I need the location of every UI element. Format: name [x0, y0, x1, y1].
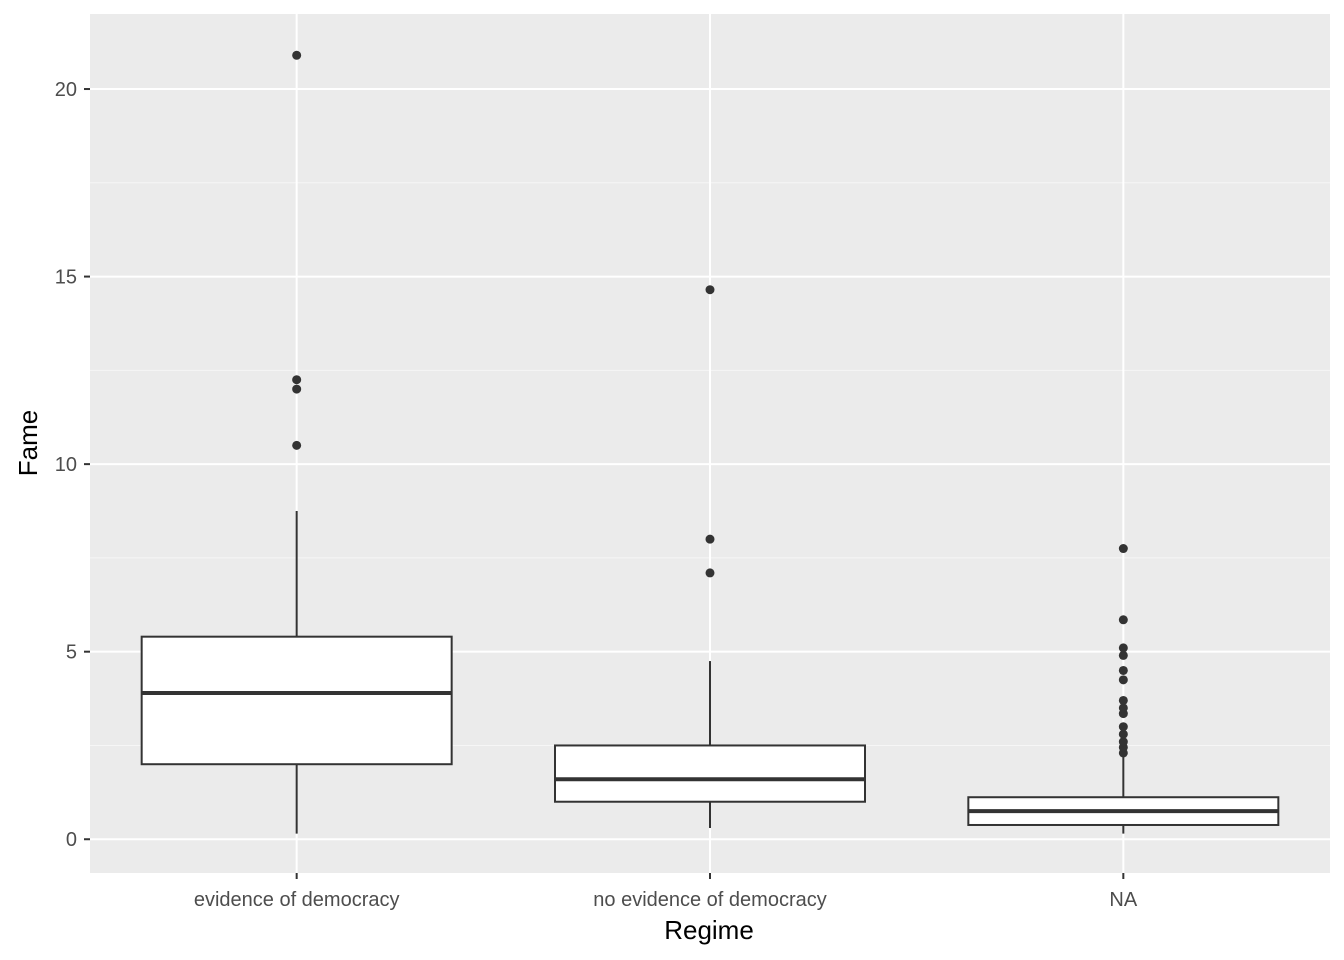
outlier-point	[1118, 703, 1128, 713]
outlier-point	[1118, 665, 1128, 675]
x-tick-label: evidence of democracy	[194, 889, 400, 911]
outlier-point	[1118, 650, 1128, 660]
x-axis-title: Regime	[664, 915, 754, 945]
outlier-point	[1118, 737, 1128, 747]
iqr-box	[554, 744, 866, 803]
outlier-point	[1118, 675, 1128, 685]
iqr-box	[140, 635, 453, 766]
boxes	[140, 50, 1280, 834]
outlier-point	[292, 50, 302, 60]
outlier-point	[1118, 615, 1128, 625]
outlier-point	[1118, 722, 1128, 732]
y-tick-label: 20	[55, 79, 77, 101]
x-tick-label: no evidence of democracy	[593, 889, 826, 911]
box-group	[554, 285, 866, 828]
outlier-point	[705, 568, 715, 578]
y-axis-title: Fame	[13, 410, 43, 476]
outlier-point	[292, 440, 302, 450]
y-tick-label: 0	[66, 829, 77, 851]
outlier-point	[705, 534, 715, 544]
y-tick-label: 15	[55, 267, 77, 289]
outlier-point	[1118, 643, 1128, 653]
outlier-point	[1118, 729, 1128, 739]
y-tick-label: 5	[66, 642, 77, 664]
y-tick-label: 10	[55, 454, 77, 476]
outlier-point	[1118, 695, 1128, 705]
outlier-point	[292, 375, 302, 385]
outlier-point	[1118, 544, 1128, 554]
axes: 0 5 10 15 20 evidence of democracy no evidence…	[55, 79, 1138, 911]
box-group	[967, 544, 1280, 834]
outlier-point	[292, 384, 302, 394]
box-group	[140, 50, 453, 834]
x-tick-label: NA	[1109, 889, 1137, 911]
outlier-point	[705, 285, 715, 295]
